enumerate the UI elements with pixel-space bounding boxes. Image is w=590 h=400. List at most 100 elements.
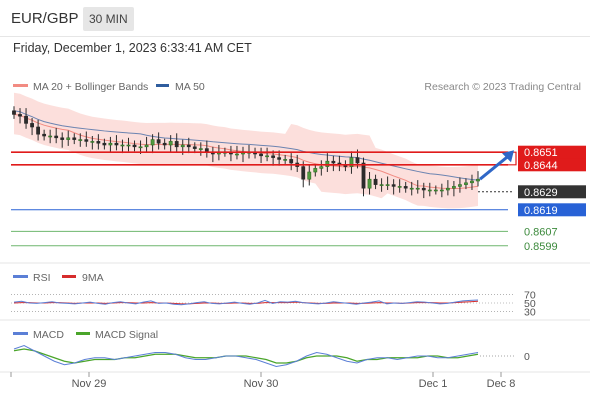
candle-body [192, 146, 197, 149]
candle-body [84, 139, 89, 142]
candle-body [72, 137, 77, 140]
candle-body [439, 189, 444, 192]
chart-datetime: Friday, December 1, 2023 6:33:41 AM CET [13, 41, 252, 55]
chart-header: EUR/GBP 30 MIN [0, 0, 590, 37]
legend-swatch-ma50 [156, 84, 169, 87]
rsi-level-label: 30 [524, 307, 536, 319]
candle-body [78, 139, 83, 141]
candle-body [180, 144, 185, 148]
price-label-target: 0.8599 [524, 241, 558, 253]
candle-body [144, 144, 149, 148]
candle-body [325, 160, 330, 167]
x-axis-label: Nov 29 [72, 378, 107, 390]
candle-body [289, 159, 294, 164]
legend-swatch-rsi [13, 275, 28, 278]
candle-body [186, 144, 191, 148]
candle-body [162, 142, 167, 146]
candle-body [138, 146, 143, 149]
candle-body [379, 184, 384, 186]
candle-body [24, 115, 28, 124]
candle-body [445, 187, 450, 191]
chart-watermark: Research © 2023 Trading Central [424, 81, 581, 93]
x-axis-label: Nov 30 [244, 378, 279, 390]
candle-body [403, 186, 408, 189]
instrument-title: EUR/GBP [11, 10, 79, 27]
candle-body [319, 166, 324, 169]
legend-rsi-label: RSI [33, 272, 51, 284]
legend-macd-signal-label: MACD Signal [95, 329, 158, 341]
x-axis-label: Dec 8 [487, 378, 516, 390]
bollinger-band-area [14, 92, 478, 209]
x-axis-label: Dec 1 [419, 378, 448, 390]
candle-body [349, 157, 354, 167]
candle-body [102, 142, 107, 146]
candle-body [120, 144, 125, 147]
candle-body [355, 157, 360, 164]
candle-body [265, 155, 269, 158]
legend-ma20-label: MA 20 + Bollinger Bands [33, 81, 148, 93]
rsi-level-label: 50 [524, 298, 536, 310]
ma50-line [13, 110, 479, 181]
price-label-resistance: 0.8644 [524, 160, 558, 172]
candle-body [36, 126, 41, 135]
candle-body [367, 178, 372, 189]
candle-body [271, 155, 276, 158]
price-label-box-resistance [518, 145, 586, 159]
candle-body [313, 168, 318, 173]
candle-body [108, 142, 113, 146]
candle-body [54, 135, 59, 139]
candle-body [427, 189, 432, 192]
candle-body [168, 141, 173, 146]
legend-swatch-rsi-ma [62, 275, 76, 278]
price-label-box-resistance [518, 158, 586, 172]
candle-body [464, 182, 468, 185]
candle-body [66, 137, 71, 140]
price-label-target: 0.8607 [524, 226, 558, 238]
candle-body [90, 141, 95, 143]
legend-ma50-label: MA 50 [175, 81, 205, 93]
legend-swatch-macd [13, 332, 28, 335]
candle-body [451, 186, 456, 189]
candle-body [12, 110, 16, 115]
candle-body [150, 139, 155, 146]
candle-body [42, 133, 47, 137]
price-label-resistance: 0.8651 [524, 147, 558, 159]
candle-body [156, 139, 161, 144]
legend-rsi-ma-label: 9MA [82, 272, 104, 284]
candle-body [415, 187, 420, 190]
legend-swatch-macd-signal [76, 332, 90, 335]
candle-body [198, 148, 203, 150]
macd-line [13, 344, 479, 368]
candle-body [30, 123, 34, 128]
forecast-arrow-head [502, 150, 514, 163]
candle-body [18, 114, 22, 117]
price-label-box-support [518, 203, 586, 217]
candle-body [433, 189, 438, 192]
price-label-support: 0.8619 [524, 205, 558, 217]
rsi-line [13, 299, 479, 306]
candle-body [96, 141, 101, 144]
candle-body [235, 153, 239, 156]
candle-body [361, 162, 366, 189]
candle-body [458, 184, 462, 187]
candle-body [48, 135, 53, 138]
candle-body [126, 144, 131, 147]
candle-body [301, 166, 306, 180]
legend-swatch-ma20 [13, 84, 28, 87]
rsi-level-label: 70 [524, 289, 536, 301]
candle-body [331, 160, 336, 164]
candle-body [174, 141, 179, 148]
candle-body [476, 178, 480, 182]
candle-body [277, 157, 282, 160]
price-label-last: 0.8629 [524, 187, 558, 199]
candle-body [391, 184, 396, 187]
candle-body [307, 171, 312, 180]
candle-body [385, 184, 390, 186]
candle-body [409, 187, 414, 190]
price-label-box-last [518, 185, 586, 199]
candle-body [373, 178, 378, 185]
candle-body [283, 159, 288, 161]
timeframe-badge[interactable]: 30 MIN [83, 7, 134, 31]
